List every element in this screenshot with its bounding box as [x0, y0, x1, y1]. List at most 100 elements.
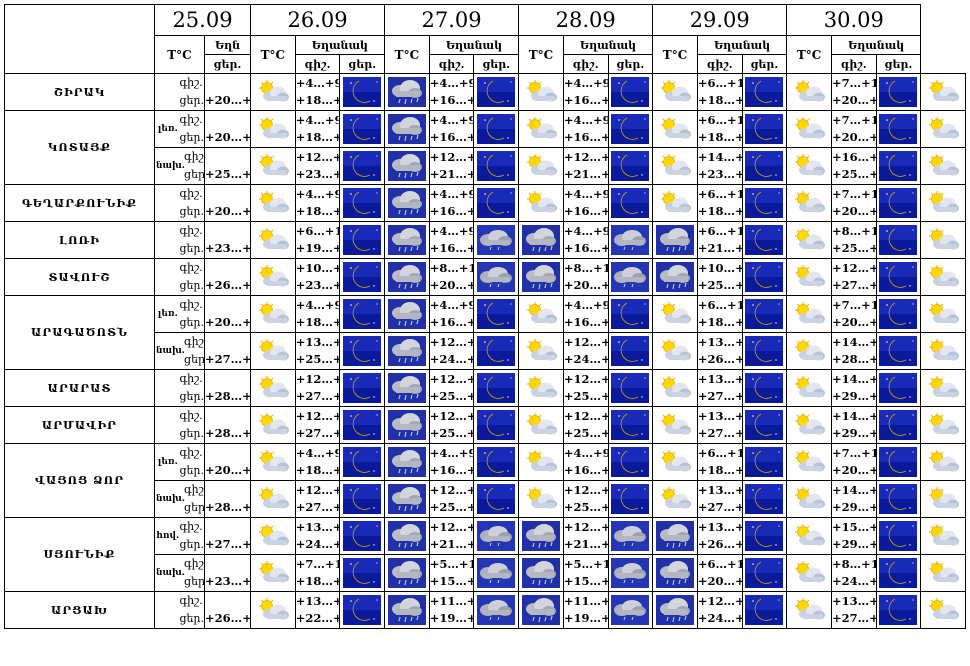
temperature-value: +7…+12+18…+22	[294, 554, 341, 592]
moon-night-icon	[741, 517, 788, 555]
temperature-value: +13…+16+26…+29	[696, 517, 743, 555]
cloud-night-icon	[477, 521, 516, 551]
sun-cloud-icon	[250, 73, 296, 111]
temperature-value: +4…+9+18…+22	[294, 110, 341, 148]
moon-night-icon	[745, 225, 784, 255]
temperature-value: +7…+12+20…+25	[830, 295, 877, 333]
moon-night-icon	[745, 521, 784, 551]
sun-cloud-icon	[920, 554, 966, 592]
moon-night-icon	[607, 184, 654, 222]
moon-night-icon	[745, 77, 784, 107]
sun-cloud-icon	[518, 480, 564, 518]
period-label: նախ.գիշ.ցեր.	[154, 147, 205, 185]
temperature-value: +7…+12+20…+25	[830, 73, 877, 111]
period-label: գիշ. ցեր.	[154, 73, 205, 111]
cloud-night-icon	[611, 558, 650, 588]
region-name: ԿՈՏԱՅՔ	[4, 110, 155, 185]
sun-cloud-icon	[786, 480, 832, 518]
moon-night-icon	[477, 151, 516, 181]
sun-cloud-icon	[518, 184, 564, 222]
zone-label: նախ.	[156, 494, 185, 504]
sun-cloud-icon	[920, 110, 966, 148]
sun-cloud-icon	[661, 376, 692, 398]
temperature-value: +11…+15+19…+23	[428, 591, 475, 629]
sun-cloud-icon	[258, 191, 289, 213]
sun-cloud-icon	[795, 154, 826, 176]
sun-cloud-icon	[920, 258, 966, 296]
moon-night-icon	[473, 73, 520, 111]
temperature-value: +26…+30	[204, 258, 251, 296]
moon-night-icon	[875, 554, 922, 592]
temperature-value: +12…+15+25…+27	[428, 480, 475, 518]
sun-cloud-icon	[786, 258, 832, 296]
moon-night-icon	[611, 336, 650, 366]
temperature-value: +12…+15+25…+27	[428, 369, 475, 407]
sun-cloud-icon	[786, 554, 832, 592]
rain-cloud-icon	[384, 73, 430, 111]
temperature-value: +14…+16+23…+25	[696, 147, 743, 185]
cloud-night-icon	[473, 591, 520, 629]
moon-night-icon	[741, 221, 788, 259]
sun-cloud-icon	[795, 487, 826, 509]
rain-cloud-icon	[384, 221, 430, 259]
temperature-value: +27…+31	[204, 517, 251, 555]
sun-cloud-icon	[661, 191, 692, 213]
moon-night-icon	[875, 591, 922, 629]
sun-cloud-icon	[518, 443, 564, 481]
moon-night-icon	[607, 295, 654, 333]
moon-night-icon	[741, 184, 788, 222]
cloud-night-icon	[477, 558, 516, 588]
cloud-night-icon	[611, 595, 650, 625]
moon-night-icon	[745, 151, 784, 181]
night-header: գիշ.	[294, 54, 341, 74]
cloud-night-icon	[473, 554, 520, 592]
rain-cloud-icon	[384, 591, 430, 629]
sun-cloud-icon	[795, 524, 826, 546]
temperature-value: +20…+25	[204, 110, 251, 148]
region-name: ԱՐԱԳԱԾՈՏՆ	[4, 295, 155, 370]
rain-cloud-icon	[384, 258, 430, 296]
rain-cloud-icon	[384, 332, 430, 370]
sun-cloud-icon	[929, 376, 960, 398]
temperature-value: +5…+10+15…+19	[562, 554, 609, 592]
rain-cloud-icon	[387, 447, 426, 477]
temperature-value: +4…+9+16…+20	[562, 184, 609, 222]
sun-cloud-icon	[920, 147, 966, 185]
temperature-value: +4…+9+16…+20	[428, 295, 475, 333]
moon-night-icon	[879, 114, 918, 144]
sun-cloud-icon	[786, 147, 832, 185]
rain-cloud-icon	[384, 517, 430, 555]
zone-label: նախ.	[156, 568, 185, 578]
sun-cloud-icon	[652, 295, 698, 333]
sun-cloud-icon	[929, 117, 960, 139]
zone-label: լեռ.	[157, 309, 178, 319]
temperature-value: +6…+10+18…+23	[696, 295, 743, 333]
temperature-value: +6…+11+19…+23	[294, 221, 341, 259]
rain-cloud-icon	[652, 517, 698, 555]
temperature-value: +6…+10+18…+23	[696, 73, 743, 111]
sun-cloud-icon	[795, 302, 826, 324]
sun-cloud-icon	[920, 369, 966, 407]
moon-night-icon	[477, 484, 516, 514]
rain-cloud-icon	[518, 517, 564, 555]
sun-cloud-icon	[920, 591, 966, 629]
rain-cloud-icon	[521, 595, 560, 625]
zone-label: նախ.	[156, 346, 185, 356]
sun-cloud-icon	[518, 369, 564, 407]
temperature-value: +4…+9+18…+22	[294, 443, 341, 481]
sun-cloud-icon	[250, 443, 296, 481]
rain-cloud-icon	[384, 295, 430, 333]
sun-cloud-icon	[250, 258, 296, 296]
rain-cloud-icon	[521, 521, 560, 551]
temperature-value: +4…+9+16…+20	[562, 295, 609, 333]
temperature-value: +14…+17+29…+32	[830, 406, 877, 444]
period-label: լեռ. գիշ. ցեր.	[154, 443, 205, 481]
sun-cloud-icon	[526, 80, 557, 102]
sun-cloud-icon	[661, 117, 692, 139]
sun-cloud-icon	[929, 561, 960, 583]
temperature-value: +12…+17+27…+30	[294, 369, 341, 407]
sun-cloud-icon	[652, 110, 698, 148]
moon-night-icon	[477, 447, 516, 477]
night-day-abbr: գիշ.ցեր.	[179, 113, 204, 144]
temperature-value: +13…+16+27…+29	[696, 480, 743, 518]
